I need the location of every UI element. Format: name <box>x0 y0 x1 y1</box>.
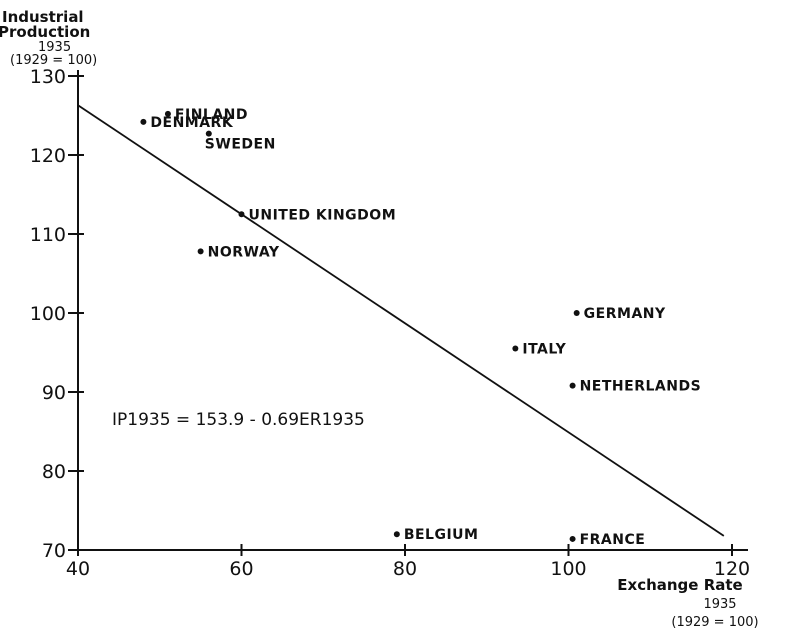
data-point <box>205 130 212 137</box>
data-point <box>569 535 576 542</box>
y-axis-title-line-4: (1929 = 100) <box>10 53 97 68</box>
point-label: NORWAY <box>208 244 280 260</box>
x-axis-title-line-1: Exchange Rate <box>617 576 742 594</box>
point-label: BELGIUM <box>404 527 479 543</box>
point-label: GERMANY <box>584 306 666 322</box>
regression-line <box>77 104 725 537</box>
data-point <box>569 382 576 389</box>
y-axis-title-line-1: Industrial <box>2 8 84 26</box>
y-tick-label: 120 <box>30 145 66 167</box>
data-point <box>238 211 245 218</box>
data-point <box>512 345 519 352</box>
point-label: NETHERLANDS <box>580 379 702 395</box>
x-tick-label: 40 <box>66 558 90 580</box>
x-axis-title-line-3: (1929 = 100) <box>671 615 758 630</box>
x-axis-title-line-2: 1935 <box>703 597 736 612</box>
y-tick-label: 110 <box>30 224 66 246</box>
point-label: ITALY <box>522 342 566 358</box>
data-point <box>393 531 400 538</box>
x-tick-label: 80 <box>393 558 417 580</box>
y-axis-title-line-2: Production <box>0 23 90 41</box>
point-label: DENMARK <box>150 115 233 131</box>
y-tick-label: 80 <box>42 461 66 483</box>
point-label: FRANCE <box>580 532 646 548</box>
y-tick-label: 90 <box>42 382 66 404</box>
y-tick-label: 70 <box>42 540 66 562</box>
x-tick-label: 120 <box>714 558 750 580</box>
regression-equation: IP1935 = 153.9 - 0.69ER1935 <box>112 410 365 430</box>
y-axis-title-line-3: 1935 <box>38 40 71 55</box>
data-point <box>140 118 147 125</box>
data-point <box>197 248 204 255</box>
data-point <box>573 310 580 316</box>
x-tick-label: 60 <box>229 558 253 580</box>
x-tick-label: 100 <box>550 558 586 580</box>
point-label: SWEDEN <box>205 137 276 153</box>
data-point <box>164 110 171 117</box>
y-tick-label: 130 <box>30 66 66 88</box>
point-label: UNITED KINGDOM <box>249 207 397 223</box>
point-label: FINLAND <box>175 107 248 123</box>
y-tick-label: 100 <box>30 303 66 325</box>
